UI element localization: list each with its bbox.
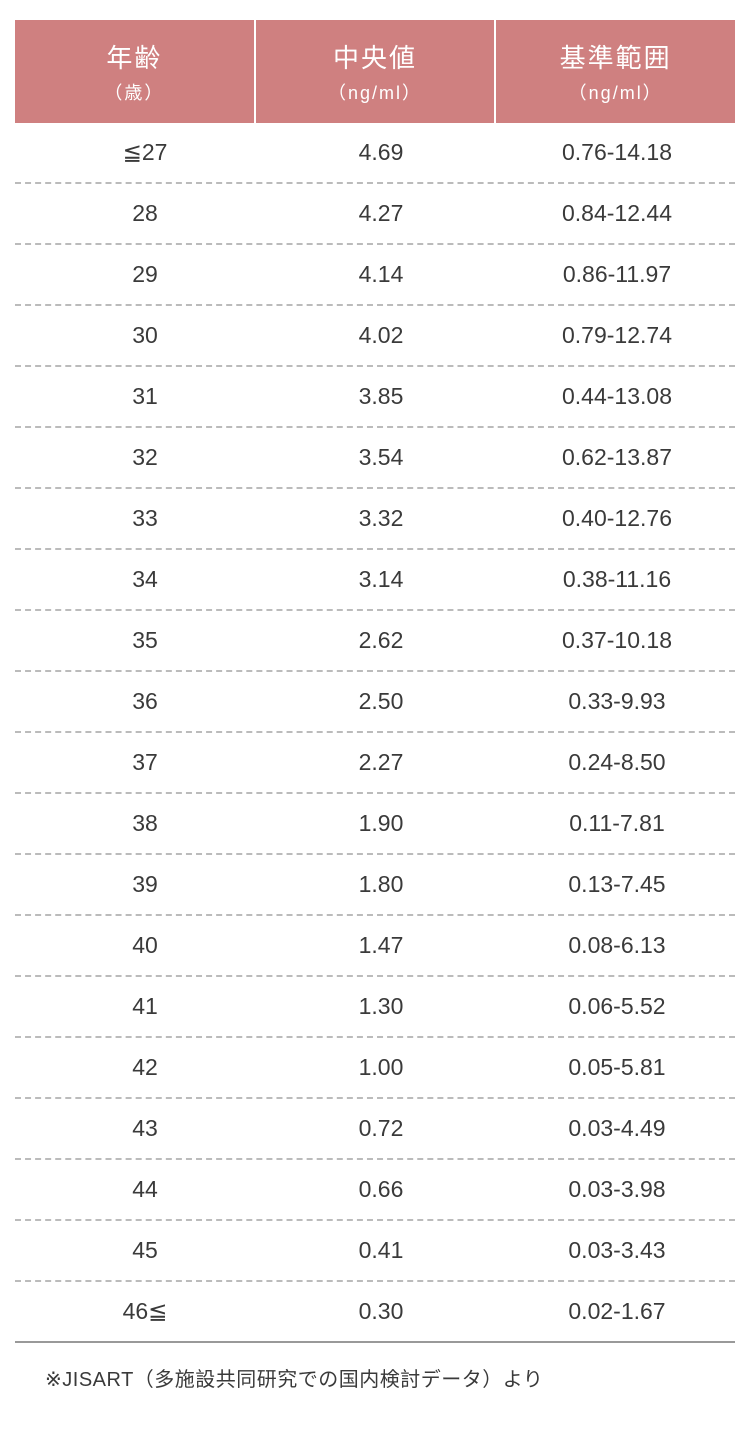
table-row: 421.000.05-5.81 bbox=[15, 1038, 735, 1099]
cell-range: 0.79-12.74 bbox=[499, 306, 735, 365]
data-table: 年齢 （歳） 中央値 （ng/ml） 基準範囲 （ng/ml） ≦274.690… bbox=[15, 20, 735, 1343]
cell-median: 4.14 bbox=[263, 245, 499, 304]
table-row: 304.020.79-12.74 bbox=[15, 306, 735, 367]
cell-age: 30 bbox=[15, 306, 263, 365]
table-row: 323.540.62-13.87 bbox=[15, 428, 735, 489]
header-title-range: 基準範囲 bbox=[504, 38, 727, 75]
cell-median: 2.62 bbox=[263, 611, 499, 670]
cell-age: 28 bbox=[15, 184, 263, 243]
cell-median: 1.30 bbox=[263, 977, 499, 1036]
cell-age: 42 bbox=[15, 1038, 263, 1097]
cell-age: 29 bbox=[15, 245, 263, 304]
header-unit-range: （ng/ml） bbox=[504, 79, 727, 105]
cell-range: 0.08-6.13 bbox=[499, 916, 735, 975]
cell-median: 2.27 bbox=[263, 733, 499, 792]
table-row: 440.660.03-3.98 bbox=[15, 1160, 735, 1221]
table-row: 313.850.44-13.08 bbox=[15, 367, 735, 428]
table-row: 284.270.84-12.44 bbox=[15, 184, 735, 245]
cell-range: 0.11-7.81 bbox=[499, 794, 735, 853]
cell-range: 0.03-3.43 bbox=[499, 1221, 735, 1280]
cell-age: 38 bbox=[15, 794, 263, 853]
table-body: ≦274.690.76-14.18284.270.84-12.44294.140… bbox=[15, 123, 735, 1343]
cell-range: 0.24-8.50 bbox=[499, 733, 735, 792]
table-row: 294.140.86-11.97 bbox=[15, 245, 735, 306]
cell-range: 0.06-5.52 bbox=[499, 977, 735, 1036]
cell-median: 1.80 bbox=[263, 855, 499, 914]
cell-range: 0.86-11.97 bbox=[499, 245, 735, 304]
cell-median: 0.72 bbox=[263, 1099, 499, 1158]
header-title-age: 年齢 bbox=[23, 38, 246, 75]
cell-range: 0.03-4.49 bbox=[499, 1099, 735, 1158]
cell-age: 32 bbox=[15, 428, 263, 487]
table-row: 450.410.03-3.43 bbox=[15, 1221, 735, 1282]
cell-age: 37 bbox=[15, 733, 263, 792]
cell-range: 0.37-10.18 bbox=[499, 611, 735, 670]
header-unit-age: （歳） bbox=[23, 79, 246, 105]
table-row: 352.620.37-10.18 bbox=[15, 611, 735, 672]
table-row: 372.270.24-8.50 bbox=[15, 733, 735, 794]
table-row: ≦274.690.76-14.18 bbox=[15, 123, 735, 184]
cell-range: 0.84-12.44 bbox=[499, 184, 735, 243]
cell-median: 0.66 bbox=[263, 1160, 499, 1219]
cell-median: 0.30 bbox=[263, 1282, 499, 1341]
table-row: 46≦0.300.02-1.67 bbox=[15, 1282, 735, 1343]
cell-range: 0.40-12.76 bbox=[499, 489, 735, 548]
cell-range: 0.05-5.81 bbox=[499, 1038, 735, 1097]
header-cell-range: 基準範囲 （ng/ml） bbox=[496, 20, 735, 123]
cell-age: 34 bbox=[15, 550, 263, 609]
cell-age: 39 bbox=[15, 855, 263, 914]
table-row: 362.500.33-9.93 bbox=[15, 672, 735, 733]
cell-age: 45 bbox=[15, 1221, 263, 1280]
cell-range: 0.02-1.67 bbox=[499, 1282, 735, 1341]
cell-age: 33 bbox=[15, 489, 263, 548]
cell-age: 41 bbox=[15, 977, 263, 1036]
cell-age: 46≦ bbox=[15, 1282, 263, 1341]
cell-median: 3.54 bbox=[263, 428, 499, 487]
table-row: 411.300.06-5.52 bbox=[15, 977, 735, 1038]
table-header-row: 年齢 （歳） 中央値 （ng/ml） 基準範囲 （ng/ml） bbox=[15, 20, 735, 123]
cell-median: 3.14 bbox=[263, 550, 499, 609]
cell-range: 0.76-14.18 bbox=[499, 123, 735, 182]
cell-age: 36 bbox=[15, 672, 263, 731]
cell-median: 0.41 bbox=[263, 1221, 499, 1280]
cell-median: 1.90 bbox=[263, 794, 499, 853]
table-row: 391.800.13-7.45 bbox=[15, 855, 735, 916]
cell-range: 0.62-13.87 bbox=[499, 428, 735, 487]
cell-range: 0.33-9.93 bbox=[499, 672, 735, 731]
header-cell-age: 年齢 （歳） bbox=[15, 20, 256, 123]
cell-median: 4.69 bbox=[263, 123, 499, 182]
cell-age: 31 bbox=[15, 367, 263, 426]
header-unit-median: （ng/ml） bbox=[264, 79, 487, 105]
cell-age: ≦27 bbox=[15, 123, 263, 182]
header-cell-median: 中央値 （ng/ml） bbox=[256, 20, 497, 123]
cell-median: 4.27 bbox=[263, 184, 499, 243]
cell-age: 43 bbox=[15, 1099, 263, 1158]
table-row: 401.470.08-6.13 bbox=[15, 916, 735, 977]
cell-median: 1.00 bbox=[263, 1038, 499, 1097]
cell-median: 3.85 bbox=[263, 367, 499, 426]
header-title-median: 中央値 bbox=[264, 38, 487, 75]
cell-median: 3.32 bbox=[263, 489, 499, 548]
cell-median: 1.47 bbox=[263, 916, 499, 975]
table-row: 430.720.03-4.49 bbox=[15, 1099, 735, 1160]
table-row: 333.320.40-12.76 bbox=[15, 489, 735, 550]
cell-range: 0.44-13.08 bbox=[499, 367, 735, 426]
cell-age: 35 bbox=[15, 611, 263, 670]
cell-median: 4.02 bbox=[263, 306, 499, 365]
cell-median: 2.50 bbox=[263, 672, 499, 731]
cell-range: 0.13-7.45 bbox=[499, 855, 735, 914]
table-row: 381.900.11-7.81 bbox=[15, 794, 735, 855]
cell-range: 0.38-11.16 bbox=[499, 550, 735, 609]
table-row: 343.140.38-11.16 bbox=[15, 550, 735, 611]
footnote: ※JISART（多施設共同研究での国内検討データ）より bbox=[15, 1363, 735, 1392]
cell-age: 44 bbox=[15, 1160, 263, 1219]
cell-age: 40 bbox=[15, 916, 263, 975]
cell-range: 0.03-3.98 bbox=[499, 1160, 735, 1219]
